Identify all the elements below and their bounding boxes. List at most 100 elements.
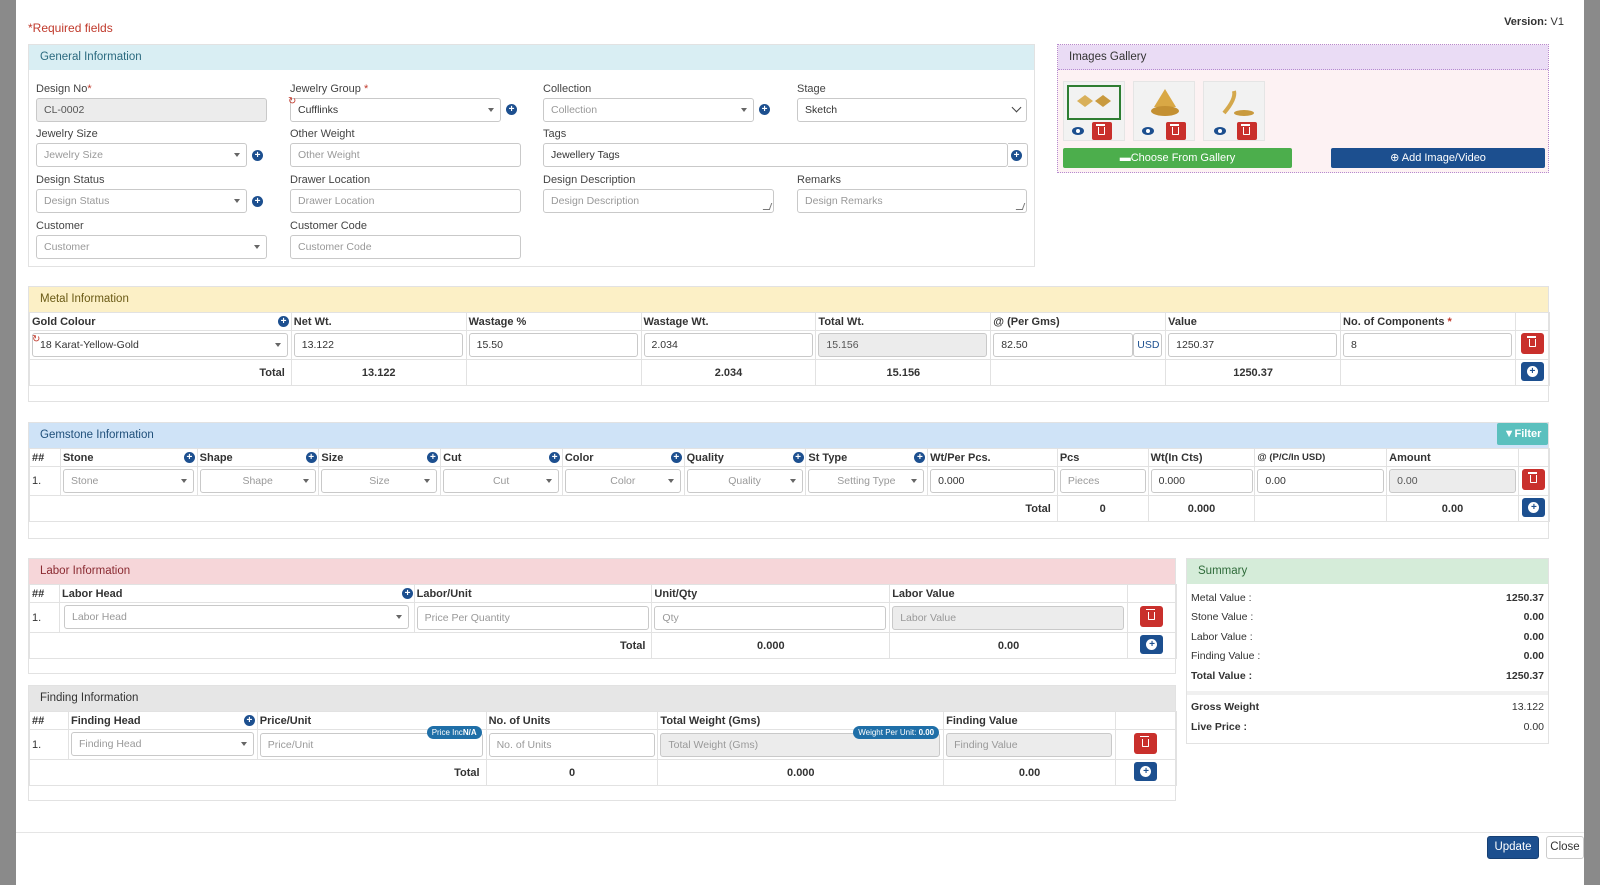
filter-icon: ▼ <box>1503 428 1515 440</box>
components-input[interactable]: 8 <box>1343 333 1513 357</box>
quality-select[interactable]: Quality <box>686 469 803 493</box>
add-color-icon[interactable]: + <box>670 452 682 463</box>
add-image-video-button[interactable]: ⊕ Add Image/Video <box>1331 148 1545 168</box>
add-finding-head-icon[interactable]: + <box>243 715 255 726</box>
cut-select[interactable]: Cut <box>443 469 560 493</box>
add-st-type-icon[interactable]: + <box>914 452 926 463</box>
th-color: Color + <box>561 448 685 467</box>
design-status-select[interactable]: Design Status <box>36 189 247 213</box>
gallery-thumb-2[interactable] <box>1133 81 1195 141</box>
collection-select[interactable]: Collection <box>543 98 754 122</box>
jewelry-group-select[interactable]: Cufflinks <box>290 98 501 122</box>
view-icon[interactable] <box>1072 127 1084 135</box>
design-status-label: Design Status <box>36 174 105 186</box>
finding-head-select[interactable]: Finding Head <box>70 732 254 756</box>
th-wt-per-pcs: Wt/Per Pcs. <box>927 448 1058 467</box>
shape-select[interactable]: Shape <box>199 469 316 493</box>
add-quality-icon[interactable]: + <box>792 452 804 463</box>
add-labor-row-button[interactable]: + <box>1140 634 1164 654</box>
metal-total-total-wt: 15.156 <box>815 359 992 386</box>
gemstone-total-row: Total 0 0.000 0.00 + <box>29 495 1551 522</box>
color-select[interactable]: Color <box>564 469 681 493</box>
reset-icon[interactable]: ↻ <box>288 96 297 107</box>
metal-total-row: Total 13.122 2.034 15.156 1250.37 + <box>29 359 1551 386</box>
labor-unit-input[interactable]: Price Per Quantity <box>416 606 649 630</box>
wastage-pct-input[interactable]: 15.50 <box>468 333 638 357</box>
add-tag-icon[interactable]: + <box>1011 150 1022 161</box>
labor-value-input: Labor Value <box>892 606 1125 630</box>
delete-image-button[interactable] <box>1166 122 1186 140</box>
total-weight-cell: Total Weight (Gms) Weight Per Unit: 0.00 <box>657 726 945 760</box>
delete-image-button[interactable] <box>1092 122 1112 140</box>
design-no-label: Design No* <box>36 83 92 95</box>
choose-from-gallery-button[interactable]: ▬Choose From Gallery <box>1063 148 1292 168</box>
add-gold-colour-icon[interactable]: + <box>278 316 289 327</box>
view-icon[interactable] <box>1214 127 1226 135</box>
view-icon[interactable] <box>1142 127 1154 135</box>
design-no-input[interactable]: CL-0002 <box>36 98 267 122</box>
update-button[interactable]: Update <box>1487 836 1539 859</box>
price-inc-badge: Price IncN/A <box>426 726 482 739</box>
remarks-textarea[interactable]: Design Remarks <box>797 189 1027 213</box>
wt-cts-input[interactable]: 0.000 <box>1150 469 1253 493</box>
labor-head-select[interactable]: Labor Head <box>63 605 409 629</box>
finding-title: Finding Information <box>29 686 1175 711</box>
net-wt-input[interactable]: 13.122 <box>293 333 463 357</box>
value-cell: 1250.37 <box>1165 330 1342 360</box>
wastage-wt-input[interactable]: 2.034 <box>643 333 813 357</box>
add-stone-icon[interactable]: + <box>183 452 195 463</box>
drawer-location-input[interactable]: Drawer Location <box>290 189 521 213</box>
stone-cell: Stone <box>59 466 198 496</box>
add-gem-row-button[interactable]: + <box>1522 497 1546 517</box>
add-jewelry-size-icon[interactable]: + <box>252 150 263 161</box>
add-labor-head-icon[interactable]: + <box>401 588 413 599</box>
add-cut-icon[interactable]: + <box>549 452 561 463</box>
other-weight-input[interactable]: Other Weight <box>290 143 521 167</box>
add-shape-icon[interactable]: + <box>305 452 317 463</box>
gold-colour-cell: 18 Karat-Yellow-Gold ↻ <box>29 330 292 360</box>
add-metal-row-button[interactable]: + <box>1520 361 1544 381</box>
design-description-label: Design Description <box>543 174 636 186</box>
add-collection-icon[interactable]: + <box>759 104 770 115</box>
delete-labor-row-button[interactable] <box>1140 605 1164 627</box>
tags-add-button[interactable]: + <box>1008 143 1028 167</box>
close-button[interactable]: Close <box>1546 836 1584 859</box>
plus-circle-icon: + <box>1146 638 1158 650</box>
rate-input[interactable]: 0.00 <box>1257 469 1385 493</box>
wt-per-pcs-input[interactable]: 0.000 <box>930 469 1056 493</box>
customer-code-input[interactable]: Customer Code <box>290 235 521 259</box>
pcs-input[interactable]: Pieces <box>1059 469 1146 493</box>
add-design-status-icon[interactable]: + <box>252 196 263 207</box>
delete-cell <box>1517 466 1551 496</box>
tags-input[interactable]: Jewellery Tags <box>543 143 1008 167</box>
stage-select[interactable]: Sketch <box>797 98 1027 122</box>
customer-label: Customer <box>36 220 84 232</box>
gallery-thumb-1[interactable] <box>1063 81 1125 141</box>
metal-total-net-wt: 13.122 <box>290 359 467 386</box>
st-type-select[interactable]: Setting Type <box>808 469 925 493</box>
labor-total-value: 0.00 <box>889 632 1128 659</box>
summary-divider <box>1187 691 1548 695</box>
th-action <box>1114 711 1178 730</box>
delete-metal-row-button[interactable] <box>1520 333 1544 354</box>
per-gms-input[interactable]: 82.50 <box>993 333 1134 357</box>
design-description-textarea[interactable]: Design Description <box>543 189 774 213</box>
delete-image-button[interactable] <box>1237 122 1257 140</box>
gold-colour-select[interactable]: 18 Karat-Yellow-Gold <box>32 333 288 357</box>
add-size-icon[interactable]: + <box>427 452 439 463</box>
unit-qty-input[interactable]: Qty <box>654 606 887 630</box>
gallery-thumb-3[interactable] <box>1203 81 1265 141</box>
add-jewelry-group-icon[interactable]: + <box>506 104 517 115</box>
jewelry-size-select[interactable]: Jewelry Size <box>36 143 247 167</box>
size-select[interactable]: Size <box>321 469 438 493</box>
metal-total-empty-1 <box>465 359 642 386</box>
add-finding-row-button[interactable]: + <box>1134 761 1158 781</box>
filter-button[interactable]: ▼Filter <box>1497 423 1548 445</box>
value-input[interactable]: 1250.37 <box>1168 333 1338 357</box>
reset-icon[interactable]: ↻ <box>32 334 41 345</box>
stone-select[interactable]: Stone <box>62 469 194 493</box>
delete-gem-row-button[interactable] <box>1522 469 1546 490</box>
no-units-input[interactable]: No. of Units <box>488 733 655 757</box>
delete-finding-row-button[interactable] <box>1134 732 1158 754</box>
customer-select[interactable]: Customer <box>36 235 267 259</box>
